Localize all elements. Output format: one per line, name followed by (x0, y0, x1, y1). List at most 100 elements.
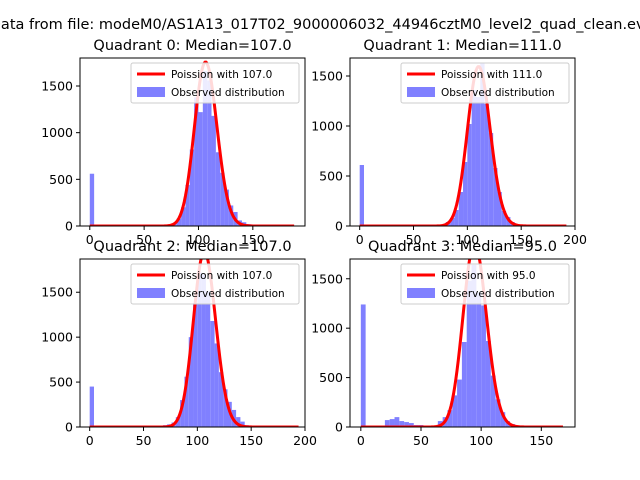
quadrant-0-bar (228, 205, 234, 226)
quadrant-0-bar (89, 173, 95, 226)
quadrant-1-bar (480, 63, 485, 226)
quadrant-1-legend-box (400, 62, 570, 104)
quadrant-3-bar (404, 422, 409, 427)
quadrant-2-ytick-label: 1500 (41, 285, 73, 300)
quadrant-0-bar (176, 218, 182, 226)
quadrant-0-legend-label-observed: Observed distribution (171, 87, 285, 99)
quadrant-0-legend-label-fit: Poission with 107.0 (171, 69, 272, 81)
quadrant-1-bar (501, 211, 507, 226)
quadrant-1-bar (497, 192, 502, 226)
quadrant-2-bar (175, 417, 181, 427)
quadrant-3-bar (447, 410, 453, 427)
quadrant-3-bar (360, 304, 366, 427)
quadrant-2-bar (210, 320, 215, 427)
quadrant-1-bar (463, 162, 468, 226)
quadrant-1-xtick-label: 150 (509, 232, 533, 247)
quadrant-1-xtick-label: 200 (563, 232, 587, 247)
quadrant-1-bar (475, 97, 481, 226)
quadrant-0-legend-bar-swatch (137, 87, 165, 97)
quadrant-3-bar (389, 419, 395, 427)
quadrant-3-bar (452, 395, 458, 427)
quadrant-1-bar (458, 192, 464, 226)
quadrant-2-legend-box (130, 263, 300, 305)
quadrant-1-bar (467, 124, 472, 226)
quadrant-0-bar (189, 149, 195, 226)
quadrant-1-legend-label-fit: Poission with 111.0 (441, 69, 542, 81)
quadrant-3-axes-frame (349, 258, 576, 428)
quadrant-3-bar (457, 379, 462, 427)
quadrant-1-bar (493, 168, 498, 226)
quadrant-2-bar (193, 303, 198, 427)
quadrant-2-bar (218, 372, 224, 427)
quadrant-2-bar (180, 400, 185, 427)
quadrant-2-bar (184, 376, 189, 427)
quadrant-2-plot (89, 259, 299, 427)
quadrant-1-xtick-label: 0 (356, 232, 364, 247)
quadrant-2-bar (240, 421, 245, 427)
quadrant-0-bar (220, 172, 225, 226)
quadrant-3-plot (360, 259, 564, 427)
quadrant-2-bar (197, 272, 202, 427)
quadrant-2-legend-label-observed: Observed distribution (171, 288, 285, 300)
quadrant-3-panel: Quadrant 3: Median=95.00 50 100 15005001000… (311, 239, 576, 448)
quadrant-2-xtick-label: 150 (239, 433, 263, 448)
quadrant-1-ytick-label: 1500 (311, 69, 343, 84)
quadrant-1-legend: Poission with 111.0 Observed distribution (400, 62, 570, 104)
quadrant-2-axes-frame (79, 258, 306, 428)
quadrant-0-bar (185, 184, 190, 226)
quadrant-0-bar (211, 115, 216, 226)
quadrant-1-xtick-label: 100 (455, 232, 479, 247)
quadrant-3-bar (485, 341, 491, 427)
quadrant-3-bar (384, 420, 390, 427)
quadrant-3-bar (471, 264, 477, 427)
quadrant-1-bar (359, 165, 364, 226)
quadrant-1-panel: Quadrant 1: Median=111.0 0 50 100 150 200 0 500… (311, 38, 587, 247)
quadrant-0-xtick-label: 150 (241, 232, 265, 247)
figure-suptitle: Data from file: modeM0/AS1A13_017T02_900… (0, 17, 640, 33)
quadrant-0-bar (202, 71, 208, 226)
quadrant-3-bar (495, 399, 501, 427)
quadrant-2-panel: Quadrant 2: Median=107.0 0 50 100 150 200 0 500… (41, 239, 317, 448)
quadrant-3-legend-box (400, 263, 570, 305)
quadrant-3-bar (490, 375, 496, 427)
quadrant-3-legend-label-observed: Observed distribution (441, 288, 555, 300)
quadrant-0-ytick-label: 500 (49, 172, 73, 187)
quadrant-1-legend-bar-swatch (407, 87, 435, 97)
quadrant-2-ytick-label: 0 (65, 420, 73, 435)
quadrant-2-bar (214, 343, 219, 427)
quadrant-1-ytick-label: 500 (319, 169, 343, 184)
quadrant-0-bar (198, 112, 203, 226)
quadrant-2-ytick-label: 1000 (41, 330, 73, 345)
quadrant-1-title: Quadrant 1: Median=111.0 (363, 38, 561, 54)
quadrant-1-plot (359, 63, 567, 226)
quadrant-0-bar (215, 152, 221, 226)
quadrant-2-legend-label-fit: Poission with 107.0 (171, 270, 272, 282)
quadrant-0-xtick-label: 50 (136, 232, 152, 247)
quadrant-0-xtick-label: 100 (187, 232, 211, 247)
quadrant-3-xtick-label: 150 (529, 433, 553, 448)
quadrant-3-xtick-label: 100 (469, 433, 493, 448)
quadrant-2-title: Quadrant 2: Median=107.0 (93, 239, 291, 255)
quadrant-0-bar (194, 97, 199, 226)
quadrant-1-bar (450, 218, 455, 226)
quadrant-2-xtick-label: 0 (86, 433, 94, 448)
quadrant-2-xtick-label: 50 (136, 433, 152, 448)
quadrant-3-legend-label-fit: Poission with 95.0 (441, 270, 536, 282)
quadrant-3-ytick-label: 1000 (311, 321, 343, 336)
quadrant-3-ytick-label: 1500 (311, 271, 343, 286)
quadrant-0-panel: Quadrant 0: Median=107.00 50 100 1500500100… (41, 38, 306, 247)
quadrant-0-ytick-label: 0 (65, 219, 73, 234)
quadrant-0-ytick-label: 1000 (41, 125, 73, 140)
quadrant-0-axes-frame (79, 57, 306, 227)
quadrant-2-xtick-label: 100 (185, 433, 209, 448)
quadrant-3-ytick-label: 500 (319, 370, 343, 385)
quadrant-3-bar (461, 342, 467, 427)
panels: Quadrant 0: Median=107.00 50 100 1500500100… (41, 38, 587, 448)
quadrant-0-legend: Poission with 107.0 Observed distribution (130, 62, 300, 104)
quadrant-3-bar (394, 417, 400, 427)
quadrant-3-legend: Poission with 95.0 Observed distribution (400, 263, 570, 305)
quadrant-2-bar (236, 417, 241, 427)
quadrant-2-legend: Poission with 107.0 Observed distribution (130, 263, 300, 305)
quadrant-1-axes-frame (349, 57, 576, 227)
quadrant-3-legend-bar-swatch (407, 288, 435, 298)
